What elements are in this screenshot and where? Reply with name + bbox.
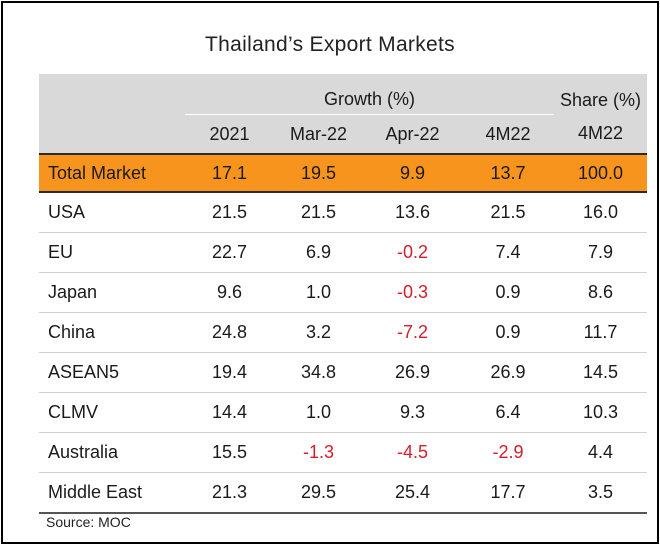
market-row: Australia 15.5 -1.3 -4.5 -2.9 4.4 [39,432,648,473]
data-cell: 15.5 [185,432,274,473]
source-note: Source: MOC [46,514,131,530]
row-label: USA [39,192,185,233]
row-label: CLMV [39,392,185,433]
data-cell: 29.5 [274,472,363,514]
market-row: China 24.8 3.2 -7.2 0.9 11.7 [39,312,648,353]
data-cell: 17.7 [462,472,555,514]
data-cell: 9.9 [363,153,462,193]
column-header: 2021 [185,114,274,154]
column-header: Mar-22 [274,114,363,154]
header-share: Share (%) [554,74,648,115]
data-cell: 19.4 [185,352,274,393]
data-cell: 11.7 [554,312,648,353]
data-cell: -2.9 [462,432,555,473]
total-market-row: Total Market 17.1 19.5 9.9 13.7 100.0 [39,153,648,193]
row-label: Middle East [39,472,185,514]
data-cell: 9.6 [185,272,274,313]
column-header: Apr-22 [363,114,462,154]
data-cell: 3.5 [554,472,648,514]
data-cell: 21.3 [185,472,274,514]
data-cell: 3.2 [274,312,363,353]
header-blank [39,74,185,115]
row-label: EU [39,232,185,273]
data-cell: 0.9 [462,312,555,353]
header-growth: Growth (%) [185,74,555,115]
data-cell: 21.5 [185,192,274,233]
data-cell: 14.4 [185,392,274,433]
data-cell: 9.3 [363,392,462,433]
table-title: Thailand’s Export Markets [205,33,455,56]
header-blank-2 [39,114,185,154]
data-cell: -0.3 [363,272,462,313]
data-cell: -4.5 [363,432,462,473]
data-cell: 1.0 [274,392,363,433]
data-cell: 34.8 [274,352,363,393]
data-cell: 13.6 [363,192,462,233]
market-row: ASEAN5 19.4 34.8 26.9 26.9 14.5 [39,352,648,393]
data-cell: 4.4 [554,432,648,473]
table-body: Total Market 17.1 19.5 9.9 13.7 100.0 US… [39,153,648,514]
data-cell: 1.0 [274,272,363,313]
data-cell: 16.0 [554,192,648,233]
header-row-periods: 2021 Mar-22 Apr-22 4M22 4M22 [39,114,648,154]
data-cell: 26.9 [462,352,555,393]
market-row: Middle East 21.3 29.5 25.4 17.7 3.5 [39,472,648,514]
data-cell: 100.0 [554,153,648,193]
data-cell: 7.9 [554,232,648,273]
data-cell: 10.3 [554,392,648,433]
data-cell: -1.3 [274,432,363,473]
data-cell: 19.5 [274,153,363,193]
market-row: EU 22.7 6.9 -0.2 7.4 7.9 [39,232,648,273]
data-cell: 8.6 [554,272,648,313]
data-cell: -0.2 [363,232,462,273]
data-cell: 0.9 [462,272,555,313]
data-cell: 13.7 [462,153,555,193]
header-row-groups: Growth (%) Share (%) [39,74,648,115]
row-label: Australia [39,432,185,473]
data-cell: 6.9 [274,232,363,273]
export-markets-table: Growth (%) Share (%) 2021 Mar-22 Apr-22 … [39,74,648,514]
data-cell: 21.5 [462,192,555,233]
data-cell: 26.9 [363,352,462,393]
row-label: Japan [39,272,185,313]
data-cell: 6.4 [462,392,555,433]
data-cell: 7.4 [462,232,555,273]
data-cell: 17.1 [185,153,274,193]
market-row: Japan 9.6 1.0 -0.3 0.9 8.6 [39,272,648,313]
row-label: China [39,312,185,353]
market-row: CLMV 14.4 1.0 9.3 6.4 10.3 [39,392,648,433]
data-cell: 21.5 [274,192,363,233]
data-cell: -7.2 [363,312,462,353]
data-cell: 25.4 [363,472,462,514]
market-row: USA 21.5 21.5 13.6 21.5 16.0 [39,192,648,233]
row-label: Total Market [39,153,185,193]
data-cell: 24.8 [185,312,274,353]
column-header: 4M22 [554,114,648,154]
row-label: ASEAN5 [39,352,185,393]
data-cell: 14.5 [554,352,648,393]
column-header: 4M22 [462,114,555,154]
data-cell: 22.7 [185,232,274,273]
